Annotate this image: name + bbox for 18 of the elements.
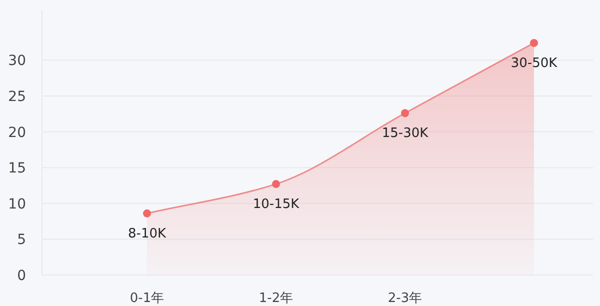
data-label: 8-10K xyxy=(128,226,166,242)
x-tick-label: 0-1年 xyxy=(130,291,164,306)
x-tick-label: 2-3年 xyxy=(388,291,422,306)
point xyxy=(143,209,151,218)
y-tick-label: 20 xyxy=(8,124,26,141)
data-label: 15-30K xyxy=(382,126,429,142)
data-label: 10-15K xyxy=(252,197,300,212)
x-tick-label: 1-2年 xyxy=(258,291,294,306)
y-tick-label: 15 xyxy=(8,160,26,177)
point xyxy=(272,180,280,188)
y-tick-label: 0 xyxy=(17,268,26,284)
point xyxy=(401,109,409,118)
point xyxy=(530,38,538,47)
y-tick-label: 30 xyxy=(8,53,26,70)
data-label: 30-50K xyxy=(510,56,558,71)
y-tick-label: 10 xyxy=(8,196,26,212)
y-tick-label: 25 xyxy=(8,88,26,105)
y-tick-label: 5 xyxy=(17,232,26,248)
